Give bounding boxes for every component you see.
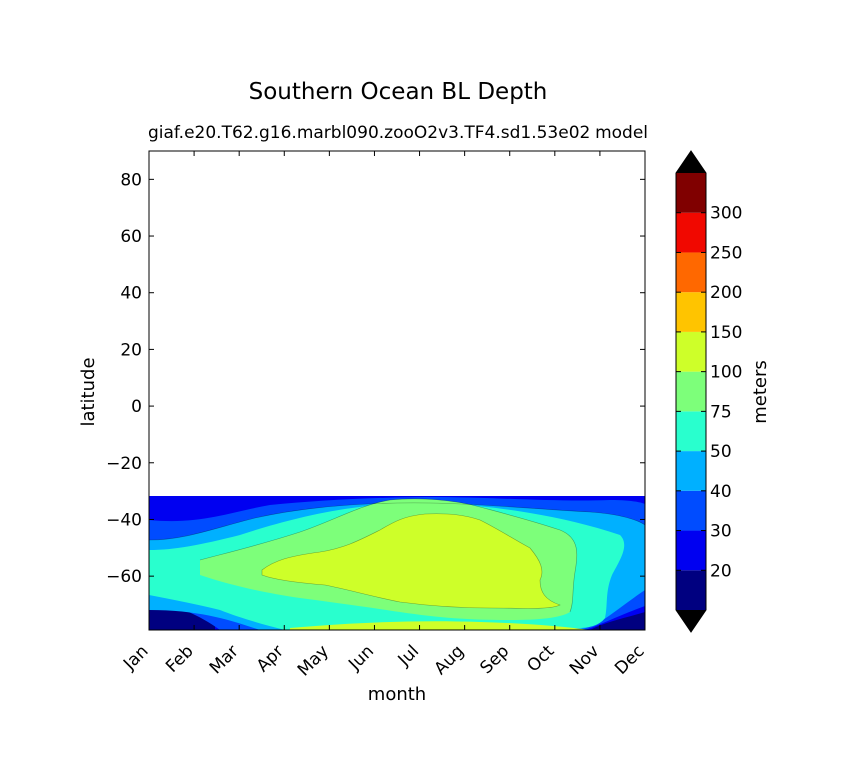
x-tick-label: Apr [253, 641, 288, 676]
y-tick-label: −40 [106, 510, 142, 530]
y-tick-label: −60 [106, 567, 142, 587]
x-tick-label: Jul [394, 641, 423, 670]
contour-band-10-20-right [590, 612, 645, 630]
x-tick-label: May [294, 641, 333, 680]
y-tick-label: 80 [120, 170, 142, 190]
colorbar-tick-label: 30 [710, 522, 732, 542]
colorbar-tick-label: 300 [710, 204, 742, 224]
colorbar-tick-label: 200 [710, 283, 742, 303]
colorbar-segment [676, 530, 706, 571]
x-tick-label: Oct [523, 641, 558, 676]
x-axis-label: month [368, 684, 426, 705]
x-tick-label: Nov [566, 641, 604, 679]
colorbar-tick-label: 20 [710, 561, 732, 581]
x-tick-label: Mar [206, 641, 243, 678]
colorbar-tick-label: 100 [710, 363, 742, 383]
chart-subtitle-left: giaf.e20.T62.g16.marbl090.zooO2v3.TF4.sd… [148, 123, 590, 143]
contour-field [149, 496, 645, 630]
y-axis-label: latitude [78, 357, 99, 426]
x-tick-label: Feb [162, 641, 197, 676]
x-tick-label: Jan [119, 641, 152, 674]
colorbar-segment [676, 411, 706, 452]
contour-band-100-150 [262, 513, 560, 609]
colorbar-segment [676, 292, 706, 332]
colorbar-segment [676, 252, 706, 293]
chart-subtitle-right: model [595, 123, 648, 143]
colorbar-segment [676, 371, 706, 412]
x-tick-label: Aug [431, 641, 469, 679]
colorbar-label: meters [750, 360, 771, 424]
y-tick-label: 0 [131, 397, 142, 417]
colorbar-outline [675, 150, 707, 633]
colorbar: 20 30 40 50 75 100 150 200 250 300 [675, 150, 742, 633]
colorbar-tick-label: 75 [710, 402, 732, 422]
colorbar-tick-label: 150 [710, 323, 742, 343]
colorbar-segment [676, 173, 706, 213]
colorbar-extend-under [676, 610, 706, 632]
colorbar-segment [676, 490, 706, 531]
x-tick-label: Dec [611, 641, 648, 678]
colorbar-tick-label: 250 [710, 243, 742, 263]
y-tick-label: 40 [120, 284, 142, 304]
y-tick-label: 20 [120, 340, 142, 360]
colorbar-tick-label: 40 [710, 482, 732, 502]
colorbar-extend-over [676, 151, 706, 173]
plot-frame [148, 150, 646, 631]
y-tick-label: 60 [120, 227, 142, 247]
y-axis: 80 60 40 20 0 −20 −40 −60 [106, 170, 645, 587]
y-tick-label: −20 [106, 454, 142, 474]
colorbar-segment [676, 451, 706, 491]
contour-band-bottom-sliver [290, 621, 590, 630]
colorbar-segment [676, 570, 706, 610]
x-tick-label: Jun [344, 641, 378, 675]
chart-title: Southern Ocean BL Depth [249, 79, 548, 105]
x-tick-label: Sep [476, 641, 513, 678]
colorbar-segment [676, 212, 706, 253]
colorbar-tick-label: 50 [710, 442, 732, 462]
colorbar-segment [676, 331, 706, 372]
